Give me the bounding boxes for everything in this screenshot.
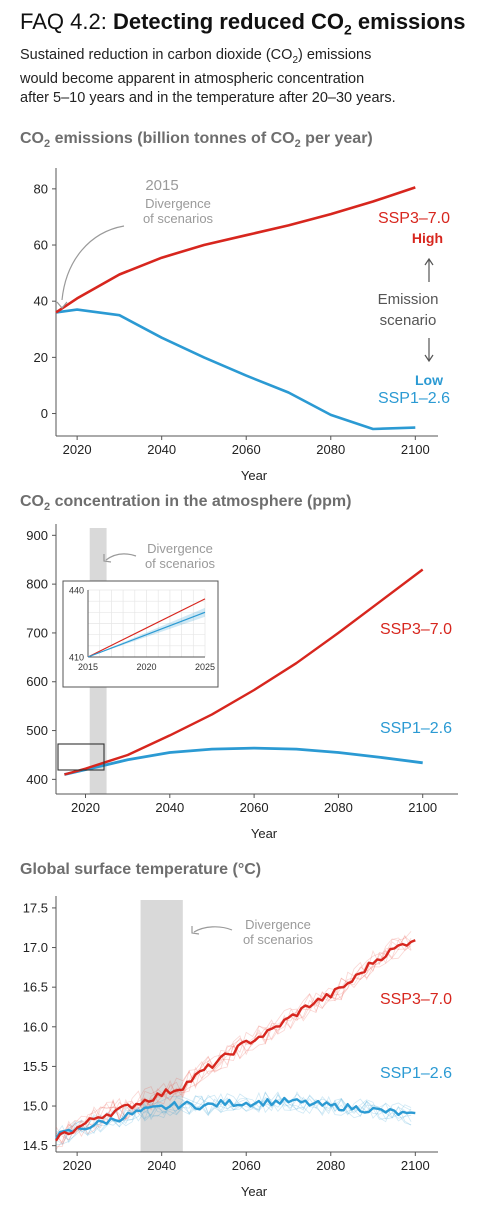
x-tick-label: 2060 bbox=[240, 800, 269, 815]
arrow-up-icon bbox=[424, 257, 434, 282]
y-tick-label: 15.0 bbox=[23, 1099, 48, 1114]
x-axis-label: Year bbox=[241, 468, 268, 483]
divergence-arrow bbox=[193, 926, 233, 933]
series-ssp1-2.6-line bbox=[55, 308, 416, 431]
series-ssp1-2.6-line bbox=[64, 746, 423, 776]
series-label-ssp3-7.0: SSP3–7.0 bbox=[378, 210, 450, 227]
annotation-year: 2015 bbox=[145, 177, 178, 194]
header: FAQ 4.2: Detecting reduced CO2 emissions… bbox=[20, 8, 490, 108]
inset-ssp3-7.0-line bbox=[87, 598, 206, 658]
ssp1-2.6-ensemble-member bbox=[55, 1091, 412, 1139]
x-tick-label: 2020 bbox=[63, 442, 92, 457]
x-tick-label: 2100 bbox=[401, 1158, 430, 1173]
x-tick-label: 2100 bbox=[401, 442, 430, 457]
x-tick-label: 2100 bbox=[408, 800, 437, 815]
y-tick-label: 500 bbox=[26, 723, 48, 738]
x-tick-label: 2040 bbox=[147, 1158, 176, 1173]
series-ssp3-7.0-line bbox=[55, 186, 416, 314]
x-tick-label: 2040 bbox=[147, 442, 176, 457]
panel2-title: CO2 concentration in the atmosphere (ppm… bbox=[20, 493, 352, 514]
annotation-divergence-line2: of scenarios bbox=[145, 556, 216, 571]
y-tick-label: 700 bbox=[26, 625, 48, 640]
panel1-title: CO2 emissions (billion tonnes of CO2 per… bbox=[20, 130, 373, 151]
x-tick-label: 2080 bbox=[324, 800, 353, 815]
series-label-ssp1-2.6: SSP1–2.6 bbox=[380, 720, 452, 737]
divergence-band bbox=[140, 900, 183, 1152]
ssp3-7.0-ensemble-member bbox=[55, 938, 412, 1147]
series-label-ssp1-2.6: SSP1–2.6 bbox=[380, 1065, 452, 1082]
y-tick-label: 0 bbox=[41, 406, 48, 421]
series-ssp1-2.6-line bbox=[54, 1096, 416, 1140]
divergence-arrow bbox=[105, 553, 137, 561]
annotation-divergence-line1: Divergence bbox=[245, 917, 311, 932]
concentration-chart: 400 500 600 700 800 900 2020 2040 2060 2080 2100 Ye… bbox=[26, 524, 458, 841]
inset-x-tick-label: 2025 bbox=[195, 662, 215, 672]
y-tick-label: 20 bbox=[34, 350, 48, 365]
inset-frame bbox=[62, 580, 219, 688]
y-tick-label: 60 bbox=[34, 238, 48, 253]
annotation-divergence-line1: Divergence bbox=[145, 196, 211, 211]
y-tick-label: 14.5 bbox=[23, 1138, 48, 1153]
y-tick-label: 16.5 bbox=[23, 980, 48, 995]
label-high: High bbox=[412, 230, 443, 246]
emission-scenario-line2: scenario bbox=[380, 312, 437, 329]
inset-x-tick-label: 2015 bbox=[78, 662, 98, 672]
series-ssp3-7.0-line bbox=[54, 939, 416, 1142]
y-tick-label: 17.0 bbox=[23, 940, 48, 955]
x-axis-label: Year bbox=[241, 1184, 268, 1199]
arrow-down-icon bbox=[424, 338, 434, 363]
x-tick-label: 2060 bbox=[232, 1158, 261, 1173]
divergence-arrow bbox=[61, 225, 125, 301]
x-tick-label: 2040 bbox=[155, 800, 184, 815]
y-tick-label: 17.5 bbox=[23, 900, 48, 915]
x-tick-label: 2020 bbox=[63, 1158, 92, 1173]
series-label-ssp3-7.0: SSP3–7.0 bbox=[380, 621, 452, 638]
y-tick-label: 600 bbox=[26, 674, 48, 689]
x-tick-label: 2060 bbox=[232, 442, 261, 457]
divergence-arrow-head bbox=[191, 926, 200, 935]
zoom-box bbox=[57, 743, 105, 771]
inset-ssp1-2.6-line bbox=[87, 611, 206, 658]
figure-title: FAQ 4.2: Detecting reduced CO2 emissions bbox=[20, 9, 466, 38]
series-label-ssp1-2.6: SSP1–2.6 bbox=[378, 390, 450, 407]
series-label-ssp3-7.0: SSP3–7.0 bbox=[380, 991, 452, 1008]
y-tick-label: 80 bbox=[34, 181, 48, 196]
temperature-chart: 14.5 15.0 15.5 16.0 16.5 17.0 17.5 2020 2040 2060… bbox=[23, 896, 452, 1199]
figure-subtitle: Sustained reduction in carbon dioxide (C… bbox=[20, 47, 396, 107]
y-tick-label: 900 bbox=[26, 528, 48, 543]
inset-x-tick-label: 2020 bbox=[136, 662, 156, 672]
x-tick-label: 2080 bbox=[316, 1158, 345, 1173]
divergence-arrow-head bbox=[56, 301, 68, 309]
y-tick-label: 800 bbox=[26, 577, 48, 592]
divergence-arrow-head bbox=[103, 554, 112, 563]
inset-y-tick-label: 410 bbox=[69, 653, 84, 663]
emission-scenario-line1: Emission bbox=[378, 291, 439, 308]
inset-y-tick-label: 440 bbox=[69, 586, 84, 596]
y-tick-label: 15.5 bbox=[23, 1059, 48, 1074]
x-axis-label: Year bbox=[251, 826, 278, 841]
annotation-divergence-line2: of scenarios bbox=[243, 932, 314, 947]
y-tick-label: 40 bbox=[34, 294, 48, 309]
annotation-divergence-line2: of scenarios bbox=[143, 211, 214, 226]
ssp1-2.6-ensemble-member bbox=[55, 1091, 412, 1145]
annotation-divergence-line1: Divergence bbox=[147, 541, 213, 556]
ssp3-7.0-ensemble-member bbox=[55, 931, 412, 1134]
label-low: Low bbox=[415, 372, 443, 388]
inset-ssp1-2.6-range bbox=[88, 607, 205, 657]
panel3-title: Global surface temperature (°C) bbox=[20, 861, 262, 878]
y-tick-label: 16.0 bbox=[23, 1019, 48, 1034]
x-tick-label: 2020 bbox=[71, 800, 100, 815]
series-ssp3-7.0-line bbox=[64, 568, 424, 776]
ssp3-7.0-ensemble-member bbox=[55, 937, 412, 1141]
ssp1-2.6-ensemble-member bbox=[55, 1093, 412, 1144]
ssp3-7.0-ensemble-member bbox=[55, 934, 412, 1146]
y-tick-label: 400 bbox=[26, 772, 48, 787]
x-tick-label: 2080 bbox=[316, 442, 345, 457]
